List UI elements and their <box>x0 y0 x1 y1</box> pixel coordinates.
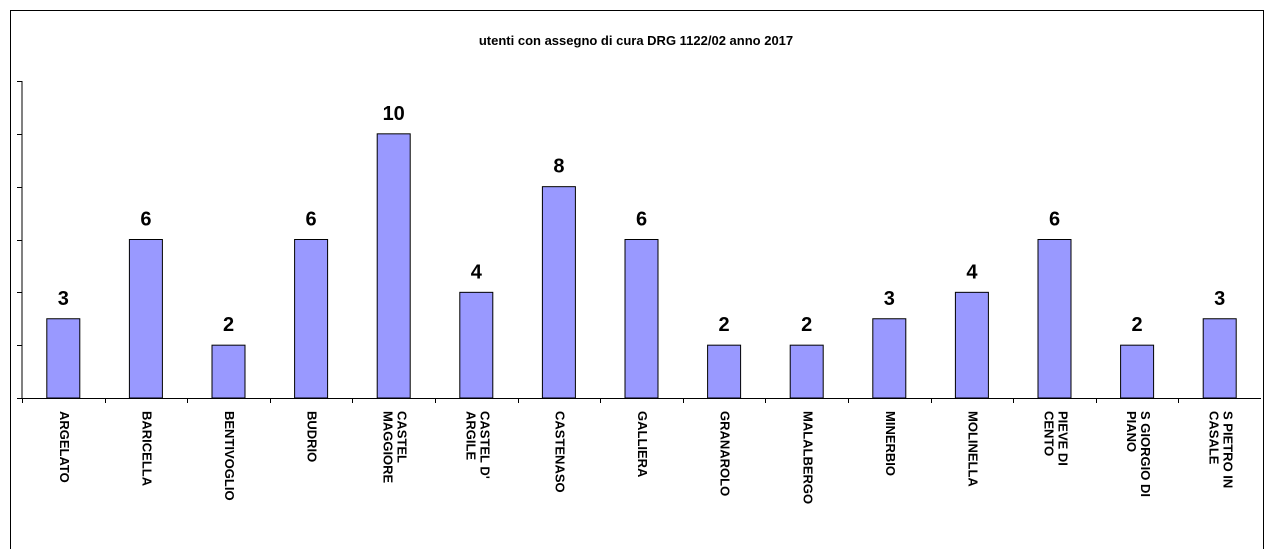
bar <box>459 291 494 399</box>
data-label: 8 <box>553 156 564 178</box>
bar <box>1037 239 1072 399</box>
bar <box>789 344 824 399</box>
bar <box>294 239 329 399</box>
data-label: 3 <box>884 288 895 310</box>
x-tick-label: MALALBERGO <box>800 411 815 504</box>
x-tick-label: S GIORGIO DI PIANO <box>1124 411 1153 501</box>
data-label: 3 <box>58 288 69 310</box>
data-label: 10 <box>383 103 405 125</box>
x-tick-label: CASTEL MAGGIORE <box>380 411 409 484</box>
x-tick-label: GRANAROLO <box>718 411 733 496</box>
x-tick-label: ARGELATO <box>57 411 72 483</box>
x-tick-label: CASTEL D' ARGILE <box>463 411 492 482</box>
bar <box>46 318 81 399</box>
data-label: 6 <box>140 209 151 231</box>
bar <box>872 318 907 399</box>
data-label: 3 <box>1214 288 1225 310</box>
x-tick-label: S PIETRO IN CASALE <box>1206 411 1235 492</box>
x-tick-label: BUDRIO <box>305 411 320 462</box>
x-tick-label: MINERBIO <box>883 411 898 476</box>
data-label: 4 <box>471 261 483 283</box>
chart-title: utenti con assegno di cura DRG 1122/02 a… <box>479 33 793 48</box>
bar <box>1120 344 1155 399</box>
bar <box>128 239 163 399</box>
bar <box>707 344 742 399</box>
x-tick-label: MOLINELLA <box>965 411 980 487</box>
x-tick-label: CASTENASO <box>552 411 567 493</box>
x-tick-label: BENTIVOGLIO <box>222 411 237 501</box>
data-label: 2 <box>719 314 730 336</box>
data-label: 2 <box>1132 314 1143 336</box>
x-tick-label: BARICELLA <box>139 411 154 487</box>
bar <box>1202 318 1237 399</box>
data-label: 6 <box>636 209 647 231</box>
bar <box>376 133 411 399</box>
data-label: 4 <box>966 261 978 283</box>
data-label: 2 <box>801 314 812 336</box>
data-label: 6 <box>1049 209 1060 231</box>
data-label: 2 <box>223 314 234 336</box>
bar <box>954 291 989 399</box>
bar <box>541 186 576 399</box>
data-label: 6 <box>306 209 317 231</box>
bar <box>211 344 246 399</box>
x-tick-label: PIEVE DI CENTO <box>1041 411 1070 470</box>
x-tick-label: GALLIERA <box>635 411 650 478</box>
bar <box>624 239 659 399</box>
